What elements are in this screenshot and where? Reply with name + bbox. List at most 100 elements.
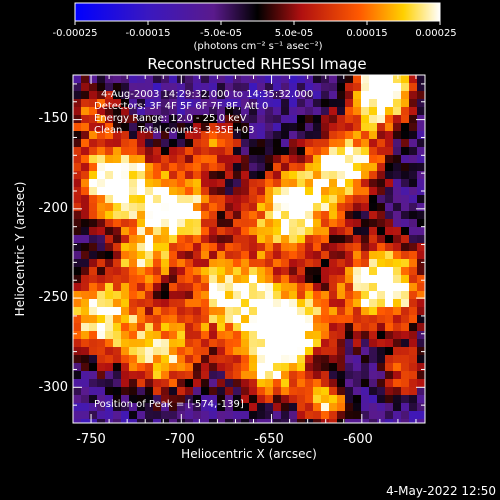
heatmap-cell [89,107,97,115]
heatmap-cell [81,315,89,323]
heatmap-cell [329,331,337,339]
heatmap-cell [73,195,81,203]
heatmap-cell [169,371,177,379]
heatmap-cell [401,395,409,403]
heatmap-cell [353,315,361,323]
heatmap-cell [225,211,233,219]
heatmap-cell [289,243,297,251]
heatmap-cell [361,379,369,387]
heatmap-cell [385,251,393,259]
heatmap-cell [233,275,241,283]
heatmap-cell [377,195,385,203]
heatmap-cell [169,139,177,147]
heatmap-cell [225,291,233,299]
heatmap-cell [233,259,241,267]
heatmap-cell [193,219,201,227]
heatmap-cell [97,203,105,211]
heatmap-cell [89,379,97,387]
heatmap-cell [281,291,289,299]
heatmap-cell [273,419,281,423]
heatmap-cell [89,139,97,147]
heatmap-cell [201,163,209,171]
heatmap-cell [265,307,273,315]
heatmap-cell [145,259,153,267]
heatmap-cell [409,275,417,283]
heatmap-cell [225,251,233,259]
colorbar-tick-5: 0.00025 [415,28,456,39]
heatmap-cell [113,195,121,203]
heatmap-cell [161,251,169,259]
heatmap-cell [137,139,145,147]
heatmap-cell [257,307,265,315]
heatmap-cell [305,195,313,203]
heatmap-cell [193,387,201,395]
heatmap-cell [137,211,145,219]
heatmap-cell [361,243,369,251]
heatmap-cell [217,99,225,107]
peak-position-label: Position of Peak = [-574,-139] [94,399,244,410]
heatmap-cell [321,411,329,419]
heatmap-cell [121,147,129,155]
heatmap-cell [289,347,297,355]
heatmap-cell [153,227,161,235]
heatmap-cell [329,203,337,211]
heatmap-cell [337,347,345,355]
heatmap-cell [265,235,273,243]
heatmap-cell [81,171,89,179]
heatmap-cell [289,235,297,243]
heatmap-cell [353,291,361,299]
heatmap-cell [385,259,393,267]
heatmap-cell [153,267,161,275]
heatmap-cell [129,275,137,283]
heatmap-cell [409,395,417,403]
heatmap-cell [105,115,113,123]
heatmap-cell [289,403,297,411]
heatmap-cell [297,411,305,419]
heatmap-cell [225,411,233,419]
heatmap-cell [329,171,337,179]
heatmap-cell [377,227,385,235]
heatmap-cell [233,131,241,139]
heatmap-cell [281,91,289,99]
info-line-4: Clean Total counts: 3.35E+03 [94,125,254,136]
heatmap-cell [289,299,297,307]
heatmap-cell [289,107,297,115]
heatmap-cell [385,243,393,251]
heatmap-cell [249,195,257,203]
heatmap-cell [177,315,185,323]
heatmap-cell [177,275,185,283]
heatmap-cell [105,123,113,131]
heatmap-cell [249,123,257,131]
heatmap-cell [169,211,177,219]
heatmap-cell [265,163,273,171]
heatmap-cell [225,195,233,203]
heatmap-cell [297,403,305,411]
colorbar-tick-4: 0.00015 [346,28,387,39]
heatmap-cell [161,379,169,387]
heatmap-cell [249,395,257,403]
heatmap-cell [233,107,241,115]
heatmap-cell [129,251,137,259]
heatmap-cell [377,123,385,131]
heatmap-cell [257,107,265,115]
heatmap-cell [121,75,129,83]
heatmap-cell [385,339,393,347]
heatmap-cell [129,115,137,123]
colorbar-tick-2: -5.0e-05 [200,28,242,39]
heatmap-cell [73,355,81,363]
heatmap-cell [161,187,169,195]
heatmap-cell [81,195,89,203]
heatmap-cell [273,219,281,227]
heatmap-cell [97,259,105,267]
heatmap-cell [353,99,361,107]
heatmap-cell [393,219,401,227]
heatmap-cell [385,411,393,419]
heatmap-cell [305,163,313,171]
heatmap-cell [369,275,377,283]
heatmap-cell [129,243,137,251]
heatmap-cell [105,235,113,243]
heatmap-cell [281,331,289,339]
heatmap-cell [393,187,401,195]
heatmap-cell [329,291,337,299]
heatmap-cell [137,307,145,315]
